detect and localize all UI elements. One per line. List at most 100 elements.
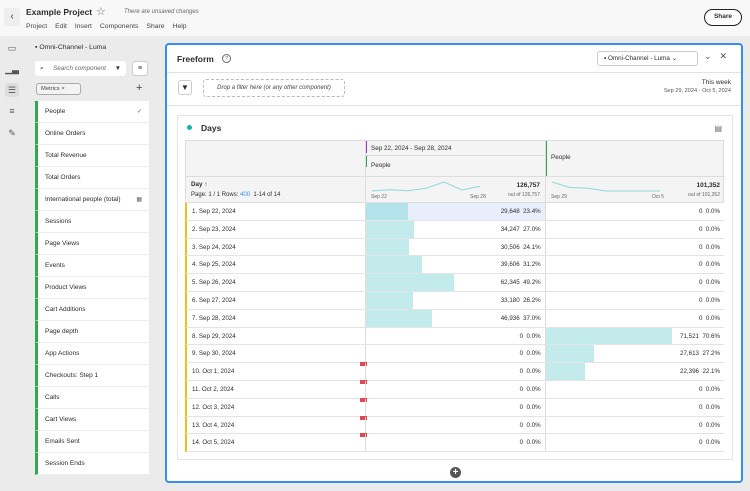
metric-cell[interactable]: 33,180 26.2% [365,291,544,309]
dimension-header[interactable]: Day ↑ [191,181,207,188]
component-item[interactable]: Checkouts: Step 1 [35,365,149,387]
rows-per-page[interactable]: 400 [240,192,251,198]
sort-up-icon[interactable]: ↑ [204,181,208,188]
component-item[interactable]: Session Ends [35,453,149,475]
metric-cell[interactable]: 0 0.0% [544,434,724,452]
table-row[interactable]: 6. Sep 27, 2024 33,180 26.2% 0 0.0% [185,291,724,310]
search-input[interactable]: ⌕ Search component ▼ [35,61,126,76]
metric-cell[interactable]: 0 0.0% [544,256,724,274]
row-label-cell[interactable]: 9. Sep 30, 2024 [187,345,365,362]
component-item[interactable]: Total Orders [35,167,149,189]
metric-cell[interactable]: 22,396 22.1% [544,363,724,380]
notes-icon[interactable]: ▤ [714,124,722,133]
anomaly-flag-icon[interactable] [360,362,368,367]
metric-cell[interactable]: 62,345 49.2% [365,274,544,291]
row-label-cell[interactable]: 1. Sep 22, 2024 [187,203,365,220]
component-item[interactable]: International people (total) ▦ [35,189,149,211]
menu-components[interactable]: Components [99,23,139,30]
star-icon[interactable]: ☆ [96,6,106,18]
menu-project[interactable]: Project [26,23,48,30]
metric-cell[interactable]: 30,506 24.1% [365,238,544,256]
table-row[interactable]: 4. Sep 25, 2024 39,606 31.2% 0 0.0% [185,256,724,275]
component-item[interactable]: App Actions [35,343,149,365]
filter-icon[interactable]: ▼ [114,65,121,72]
row-label-cell[interactable]: 13. Oct 4, 2024 [187,415,368,434]
components-icon[interactable]: ☰ [5,83,19,97]
share-button[interactable]: Share [704,9,742,26]
component-item[interactable]: Online Orders [35,123,149,145]
table-title[interactable]: Days [201,123,222,133]
row-label-cell[interactable]: 3. Sep 24, 2024 [187,239,365,256]
visualizations-icon[interactable]: ▁▃ [5,64,19,74]
help-icon[interactable]: ? [222,54,231,63]
metric-cell[interactable]: 0 0.0% [544,291,724,309]
date-range[interactable]: This week Sep 29, 2024 - Oct 5, 2024 [664,79,731,94]
table-row[interactable]: 13. Oct 4, 2024 0 0.0% 0 0.0% [185,415,724,435]
paint-icon[interactable]: ✎ [8,128,16,138]
table-row[interactable]: 8. Sep 29, 2024 0 0.0% 71,521 70.6% [185,327,724,346]
row-label-cell[interactable]: 12. Oct 3, 2024 [187,397,368,416]
component-item[interactable]: Page depth [35,321,149,343]
metric-cell[interactable]: 0 0.0% [365,327,544,345]
row-label-cell[interactable]: 2. Sep 23, 2024 [187,221,365,238]
close-icon[interactable]: ✕ [719,51,736,61]
anomaly-flag-icon[interactable] [360,379,368,384]
collapse-icon[interactable]: ⌄ [704,51,720,61]
row-label-cell[interactable]: 14. Oct 5, 2024 [187,433,368,451]
metric-cell[interactable]: 29,648 23.4% [365,203,545,220]
filter-icon[interactable]: ▼ [178,80,192,95]
table-row[interactable]: 1. Sep 22, 2024 29,648 23.4% 0 0.0% [185,203,724,221]
metric-header[interactable]: People [551,154,571,161]
close-icon[interactable]: × [61,86,65,92]
row-label-cell[interactable]: 6. Sep 27, 2024 [187,292,365,309]
metric-cell[interactable]: 0 0.0% [544,274,724,291]
table-row[interactable]: 2. Sep 23, 2024 34,247 27.0% 0 0.0% [185,220,724,239]
metric-cell[interactable]: 34,247 27.0% [365,220,544,238]
row-label-cell[interactable]: 7. Sep 28, 2024 [187,310,365,327]
component-item[interactable]: People ✓ [35,101,149,123]
metric-cell[interactable]: 0 0.0% [365,416,544,434]
anomaly-flag-icon[interactable] [360,415,368,420]
sort-button[interactable]: ≡ [132,61,148,76]
metric-cell[interactable]: 39,606 31.2% [365,256,544,274]
menu-share[interactable]: Share [146,23,165,30]
metric-cell[interactable]: 0 0.0% [365,434,544,452]
component-item[interactable]: Product Views [35,277,149,299]
metric-cell[interactable]: 0 0.0% [544,238,724,256]
component-item[interactable]: Cart Additions [35,299,149,321]
anomaly-flag-icon[interactable] [360,397,368,402]
component-item[interactable]: Total Revenue [35,145,149,167]
menu-edit[interactable]: Edit [55,23,67,30]
table-row[interactable]: 14. Oct 5, 2024 0 0.0% 0 0.0% [185,433,724,453]
table-row[interactable]: 3. Sep 24, 2024 30,506 24.1% 0 0.0% [185,238,724,257]
menu-help[interactable]: Help [172,23,187,30]
segment-header[interactable]: Sep 22, 2024 - Sep 28, 2024 [371,145,452,152]
metric-cell[interactable]: 71,521 70.6% [544,327,724,345]
add-visualization-button[interactable]: + [450,467,461,478]
metric-cell[interactable]: 0 0.0% [544,203,724,220]
metric-cell[interactable]: 0 0.0% [544,309,724,327]
metric-header[interactable]: People [371,162,391,169]
table-row[interactable]: 9. Sep 30, 2024 0 0.0% 27,613 27.2% [185,345,724,364]
menu-insert[interactable]: Insert [74,23,92,30]
metric-cell[interactable]: 0 0.0% [365,345,544,363]
metric-cell[interactable]: 0 0.0% [365,398,544,416]
project-title[interactable]: Example Project [26,7,93,17]
component-item[interactable]: Page Views [35,233,149,255]
table-row[interactable]: 12. Oct 3, 2024 0 0.0% 0 0.0% [185,397,724,417]
row-label-cell[interactable]: 8. Sep 29, 2024 [187,328,365,345]
component-item[interactable]: Calls [35,387,149,409]
metric-cell[interactable]: 0 0.0% [544,416,724,434]
component-item[interactable]: Events [35,255,149,277]
table-row[interactable]: 11. Oct 2, 2024 0 0.0% 0 0.0% [185,379,724,399]
table-row[interactable]: 10. Oct 1, 2024 0 0.0% 22,396 22.1% [185,362,724,381]
data-source-dropdown[interactable]: ▪ Omni-Channel - Luma ⌄ [597,51,698,66]
table-row[interactable]: 7. Sep 28, 2024 46,936 37.0% 0 0.0% [185,309,724,328]
row-label-cell[interactable]: 11. Oct 2, 2024 [187,379,368,398]
anomaly-flag-icon[interactable] [360,433,368,438]
row-label-cell[interactable]: 5. Sep 26, 2024 [187,274,365,291]
metric-cell[interactable]: 0 0.0% [544,220,724,238]
row-label-cell[interactable]: 4. Sep 25, 2024 [187,256,365,273]
panel-icon[interactable]: ▭ [7,43,17,53]
filter-chip-metrics[interactable]: Metrics × [36,83,81,95]
